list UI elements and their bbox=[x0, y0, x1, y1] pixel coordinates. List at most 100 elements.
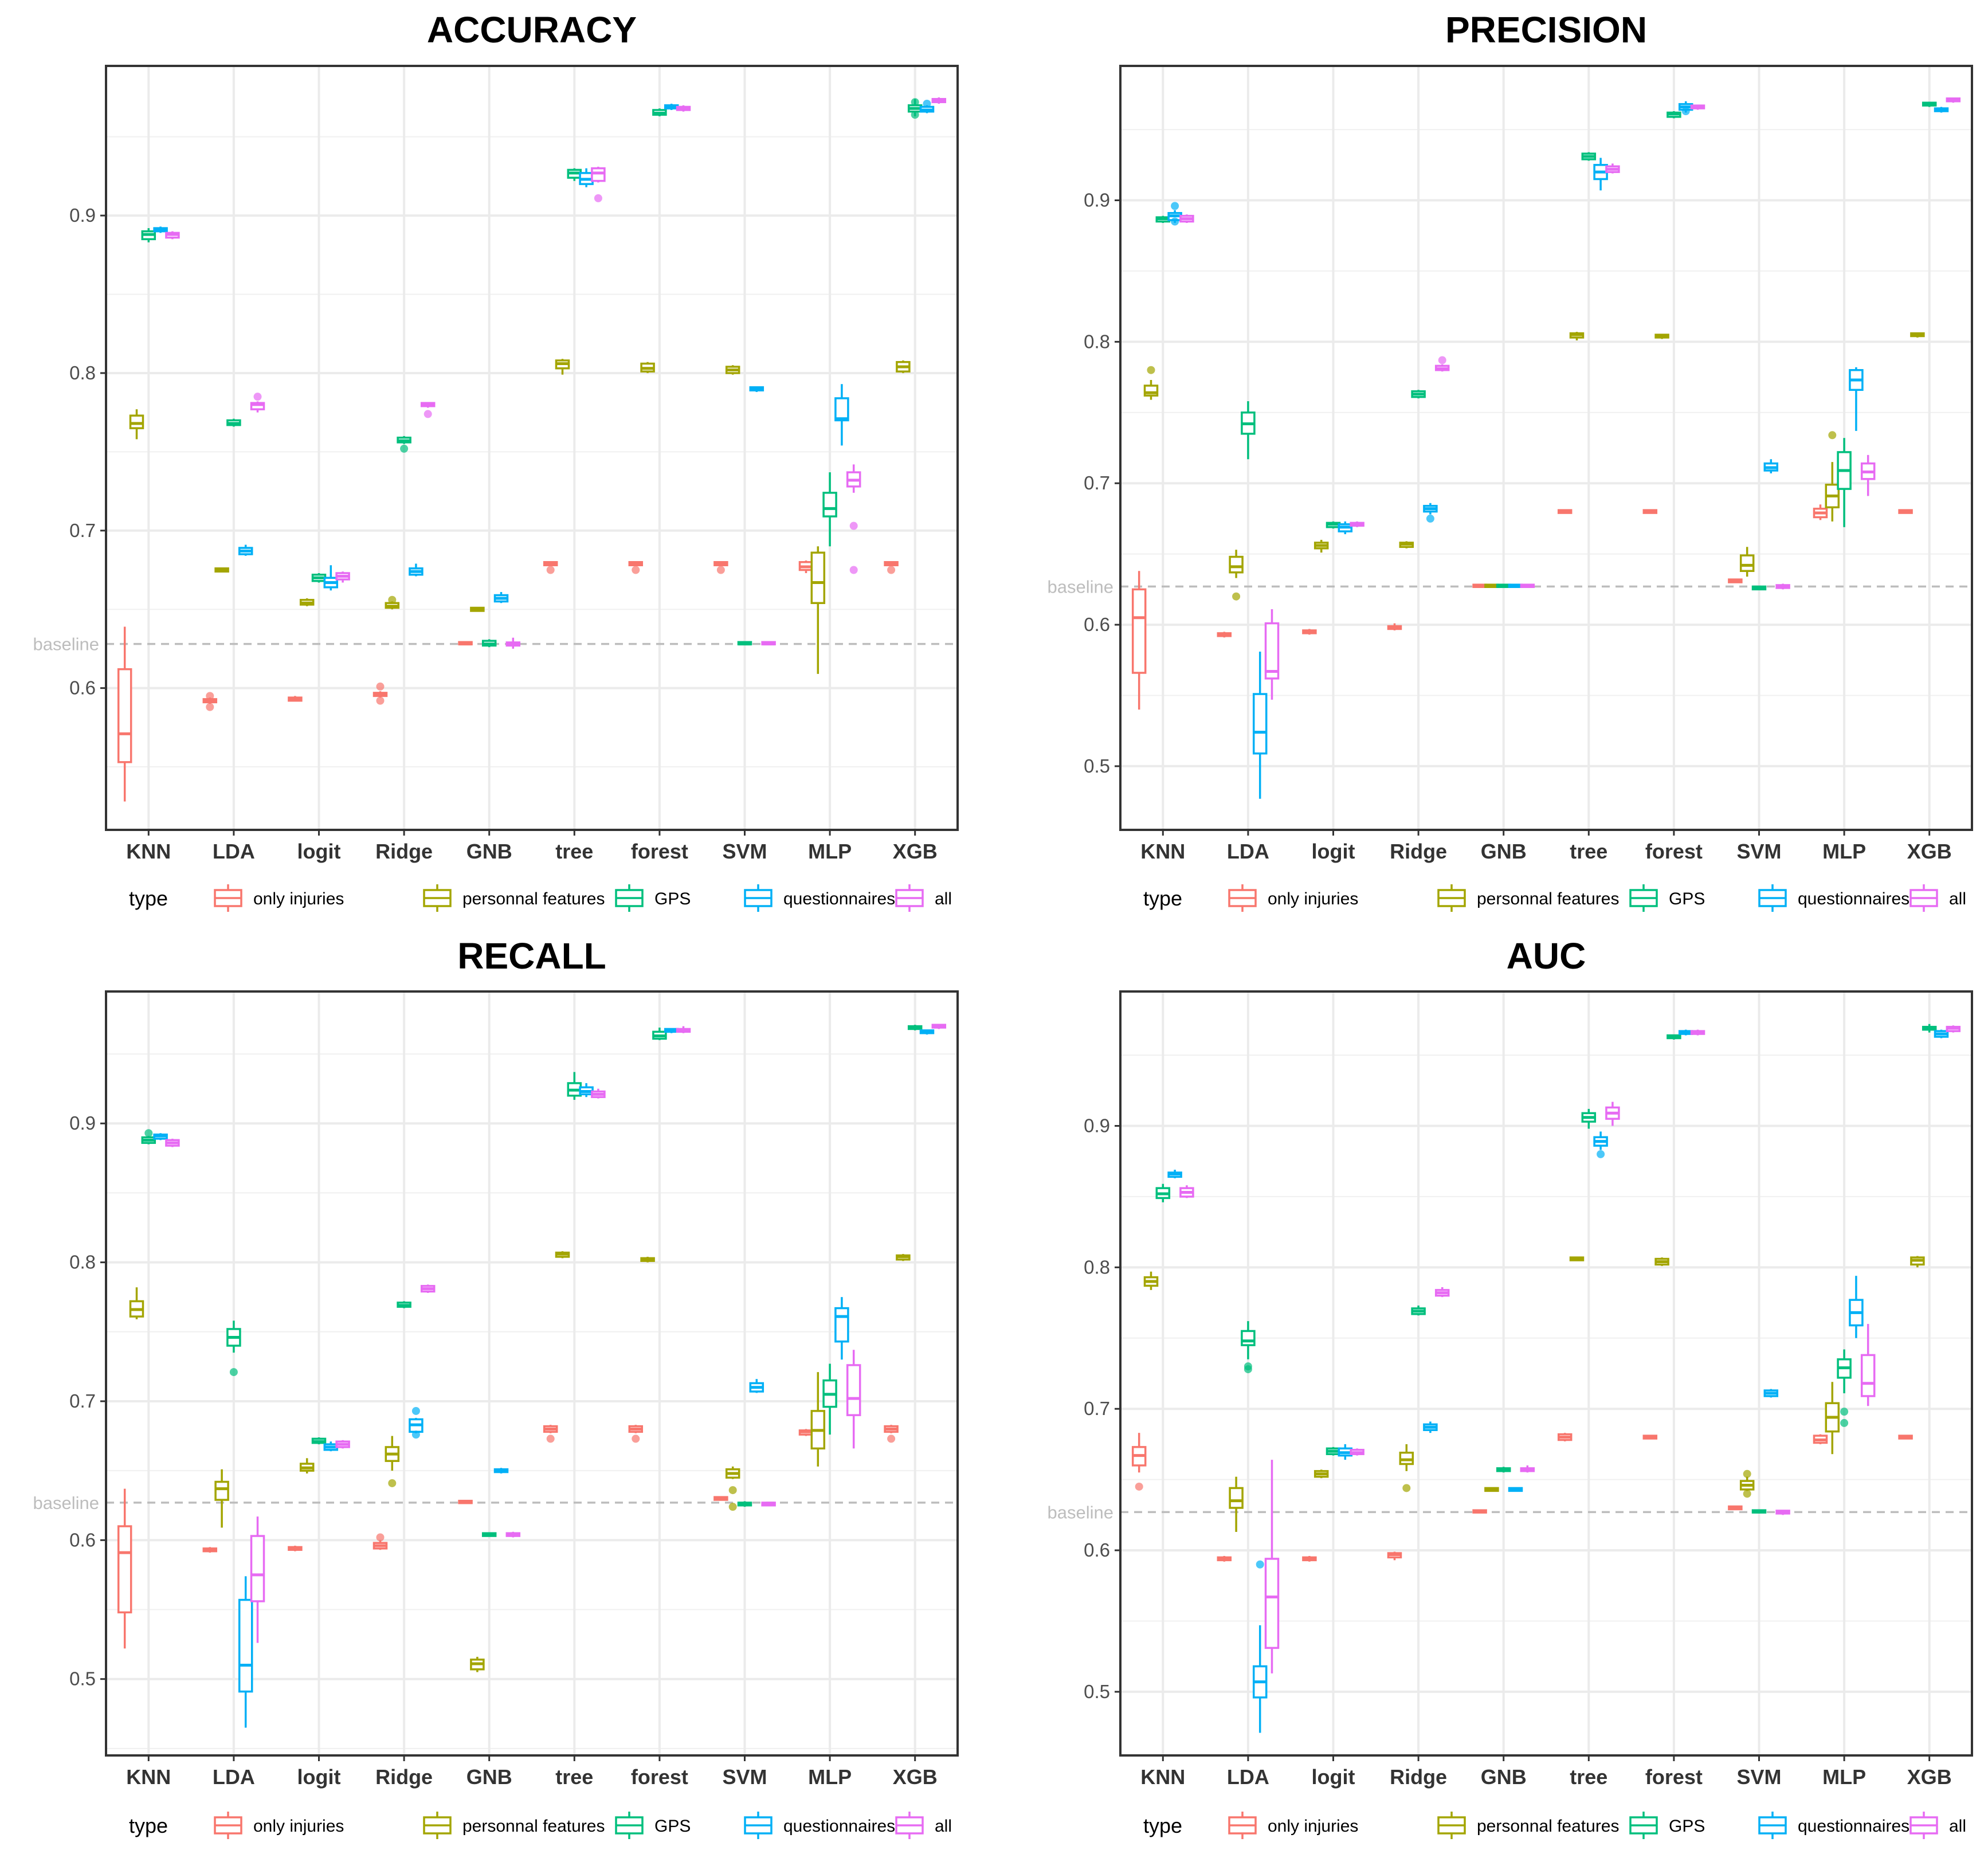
chart-title: RECALL bbox=[457, 935, 606, 977]
box-gnb bbox=[1496, 1467, 1511, 1473]
y-tick-label: 0.6 bbox=[1084, 614, 1110, 635]
box-logit bbox=[288, 696, 303, 702]
box-lda bbox=[1229, 1476, 1244, 1532]
legend-key-all bbox=[895, 884, 924, 912]
box-tree bbox=[1569, 332, 1585, 340]
box-knn bbox=[165, 1138, 180, 1147]
box-gnb bbox=[470, 1656, 485, 1672]
box-logit bbox=[335, 571, 350, 583]
x-tick-label: LDA bbox=[1227, 1765, 1269, 1789]
outlier-point bbox=[887, 566, 896, 574]
series-questionnaires bbox=[153, 1028, 935, 1728]
box-body bbox=[1252, 693, 1268, 755]
legend-label: only injuries bbox=[253, 889, 344, 908]
outlier-point bbox=[1147, 366, 1155, 374]
legend: type only injuries personnal features GPS qu… bbox=[1143, 884, 1966, 912]
box-logit bbox=[1313, 1469, 1329, 1479]
outlier-point bbox=[887, 1434, 896, 1443]
box-logit bbox=[1302, 1555, 1317, 1562]
box-body bbox=[1264, 1558, 1280, 1649]
box-lda bbox=[250, 1516, 265, 1643]
baseline-label: baseline bbox=[1048, 1502, 1113, 1522]
box-tree bbox=[579, 168, 594, 187]
y-tick-label: 0.7 bbox=[69, 520, 96, 541]
box-ridge bbox=[1434, 1287, 1450, 1298]
box-xgb bbox=[884, 1425, 899, 1443]
y-tick-label: 0.6 bbox=[69, 677, 96, 699]
plot-border bbox=[105, 990, 959, 1757]
plot-background bbox=[1120, 991, 1972, 1755]
box-svm bbox=[713, 1496, 728, 1501]
outlier-point bbox=[728, 1503, 737, 1511]
box-mlp bbox=[798, 1429, 814, 1436]
outlier-point bbox=[424, 410, 432, 418]
legend-label: GPS bbox=[654, 1817, 691, 1836]
box-gnb bbox=[1508, 583, 1523, 588]
legend-key-personnal-features bbox=[423, 884, 452, 912]
y-tick-label: 0.5 bbox=[1084, 755, 1110, 777]
legend-label: all bbox=[935, 1817, 952, 1836]
box-mlp bbox=[846, 464, 861, 574]
plot-border bbox=[1119, 990, 1973, 1757]
box-tree bbox=[543, 561, 558, 574]
chart-title: ACCURACY bbox=[427, 9, 637, 50]
legend-key-questionnaires bbox=[1758, 1812, 1787, 1839]
outlier-point bbox=[1597, 1150, 1605, 1158]
box-tree bbox=[555, 359, 570, 375]
legend-title: type bbox=[1143, 887, 1182, 910]
box-gnb bbox=[1484, 583, 1499, 588]
y-tick-label: 0.6 bbox=[69, 1529, 96, 1550]
y-tick-label: 0.9 bbox=[69, 1112, 96, 1134]
box-logit bbox=[1338, 1444, 1353, 1460]
plot-border bbox=[1119, 65, 1973, 831]
box-forest bbox=[676, 1026, 691, 1033]
series-GPS bbox=[1155, 1024, 1937, 1514]
x-tick-label: XGB bbox=[1907, 1765, 1952, 1789]
box-forest bbox=[664, 103, 679, 110]
box-knn bbox=[1179, 1185, 1194, 1198]
box-gnb bbox=[458, 1499, 473, 1504]
box-svm bbox=[749, 386, 764, 392]
box-mlp bbox=[1837, 1349, 1852, 1427]
outlier-point bbox=[411, 1430, 420, 1439]
outlier-point bbox=[1171, 202, 1179, 210]
box-ridge bbox=[1399, 1444, 1414, 1492]
x-tick-label: tree bbox=[1570, 840, 1607, 863]
x-tick-label: GNB bbox=[466, 1765, 512, 1789]
box-knn bbox=[141, 1129, 156, 1145]
chart-panel-precision: baseline 0.5 0.6 0.7 0.8 0.9 KNN LDA logit Ridge G… bbox=[1048, 9, 1973, 912]
x-tick-label: tree bbox=[1570, 1765, 1607, 1789]
outlier-point bbox=[229, 1368, 238, 1377]
box-svm bbox=[1751, 1509, 1767, 1514]
box-forest bbox=[1654, 334, 1669, 339]
x-tick-label: MLP bbox=[808, 1765, 852, 1789]
outlier-point bbox=[388, 1479, 397, 1487]
x-tick-label: KNN bbox=[1140, 1765, 1185, 1789]
box-mlp bbox=[810, 1372, 826, 1467]
box-logit bbox=[288, 1546, 303, 1551]
chart-title: PRECISION bbox=[1445, 9, 1647, 50]
box-tree bbox=[591, 1088, 606, 1099]
plot-background bbox=[106, 66, 958, 830]
box-forest bbox=[652, 108, 667, 116]
box-knn bbox=[129, 1287, 144, 1319]
box-knn bbox=[1155, 1183, 1171, 1202]
box-tree bbox=[1557, 509, 1573, 514]
box-svm bbox=[761, 641, 776, 646]
box-svm bbox=[1739, 547, 1755, 577]
box-tree bbox=[567, 168, 582, 181]
box-lda bbox=[1217, 632, 1232, 638]
x-tick-label: KNN bbox=[1140, 840, 1185, 863]
box-lda bbox=[214, 567, 229, 573]
series-GPS bbox=[141, 1025, 923, 1537]
box-body bbox=[1739, 554, 1755, 573]
box-xgb bbox=[896, 1254, 911, 1261]
y-tick-label: 0.8 bbox=[1084, 1256, 1110, 1277]
legend-label: all bbox=[935, 889, 952, 908]
legend-key-only-injuries bbox=[214, 1812, 242, 1839]
y-tick-label: 0.6 bbox=[1084, 1539, 1110, 1561]
legend-label: GPS bbox=[1669, 1817, 1705, 1836]
box-ridge bbox=[420, 1284, 436, 1293]
box-svm bbox=[1728, 1505, 1743, 1511]
box-body bbox=[1241, 1330, 1256, 1346]
